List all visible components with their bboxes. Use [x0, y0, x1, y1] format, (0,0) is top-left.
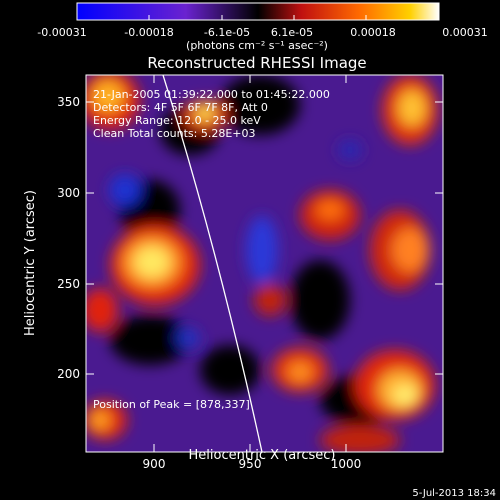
timestamp: 5-Jul-2013 18:34 — [412, 488, 496, 499]
y-axis-label: Heliocentric Y (arcsec) — [23, 190, 38, 336]
x-tick-label: 950 — [239, 457, 262, 471]
colorbar-unit-label: (photons cm⁻² s⁻¹ asec⁻²) — [186, 39, 328, 52]
y-tick-label: 250 — [57, 277, 80, 291]
annotation-time-range: 21-Jan-2005 01:39:22.000 to 01:45:22.000 — [93, 88, 330, 101]
solar-limb — [162, 75, 263, 452]
colorbar-tick-label: 6.1e-05 — [271, 26, 313, 39]
x-axis-label-text: Heliocentric X (arcsec) — [189, 448, 336, 463]
annotation-detectors: Detectors: 4F 5F 6F 7F 8F, Att 0 — [93, 101, 268, 114]
colorbar-tick-label: 0.00018 — [350, 26, 396, 39]
y-tick-label: 300 — [57, 186, 80, 200]
annotation-clean: Clean Total counts: 5.28E+03 — [93, 127, 256, 140]
colorbar — [76, 2, 440, 21]
colorbar-tick-label: -6.1e-05 — [204, 26, 250, 39]
axis-ticks — [86, 75, 443, 452]
x-tick-label: 1000 — [331, 457, 362, 471]
rhessi-image — [86, 75, 443, 452]
chart-title: Reconstructed RHESSI Image — [147, 54, 366, 72]
annotation-peak-position: Position of Peak = [878,337] — [93, 398, 250, 411]
colorbar-tick-label: -0.00031 — [37, 26, 86, 39]
colorbar-tick-label: -0.00018 — [124, 26, 173, 39]
colorbar-tick-label: 0.00031 — [442, 26, 488, 39]
annotation-block: 21-Jan-2005 01:39:22.000 to 01:45:22.000… — [93, 88, 330, 411]
x-axis-label: Heliocentric X (arcsec) — [189, 448, 336, 463]
annotation-energy-range: Energy Range: 12.0 - 25.0 keV — [93, 114, 261, 127]
plot-frame — [85, 74, 444, 453]
y-tick-label: 200 — [57, 367, 80, 381]
y-tick-label: 350 — [57, 95, 80, 109]
x-tick-label: 900 — [143, 457, 166, 471]
colorbar-ticks — [76, 15, 440, 20]
